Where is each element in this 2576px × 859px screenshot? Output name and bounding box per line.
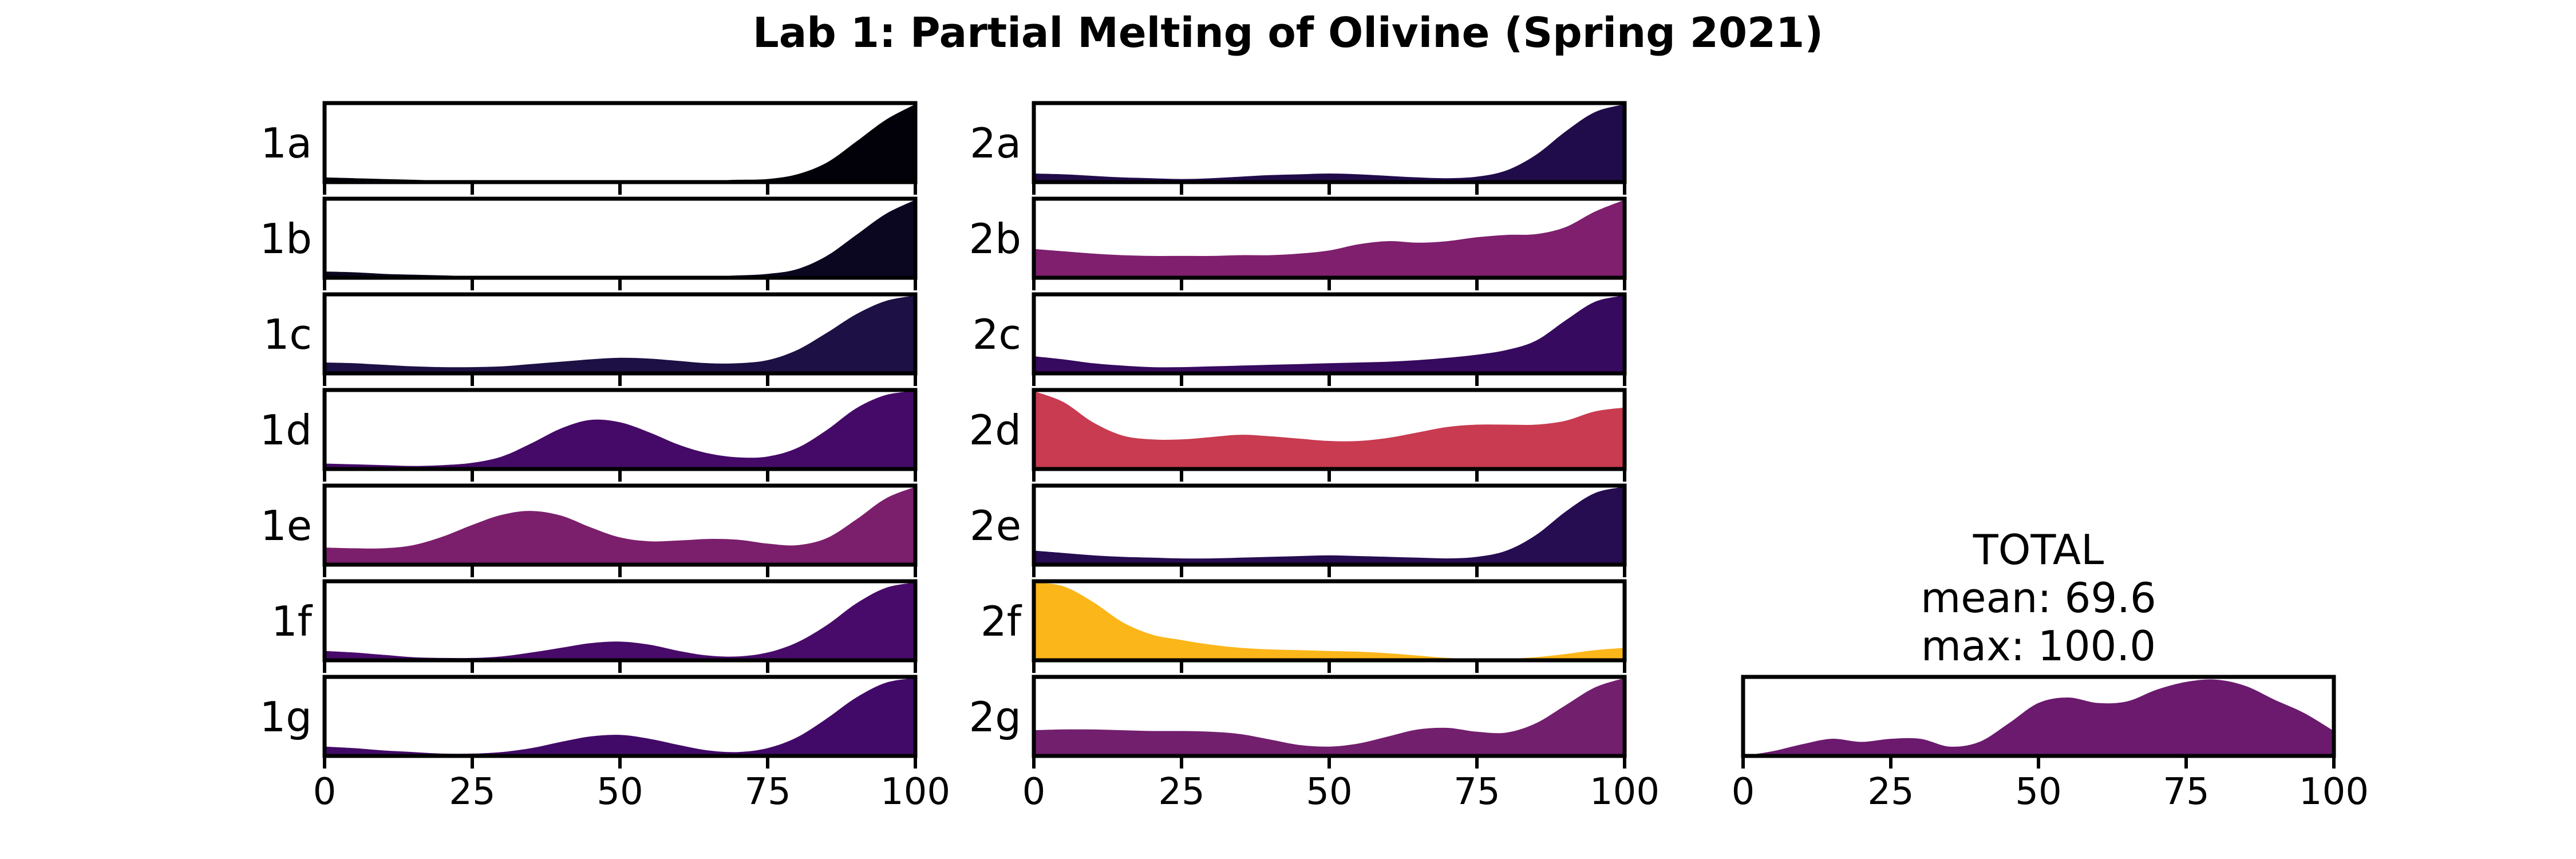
row-label-2a: 2a	[970, 119, 1021, 167]
row-label-1d: 1d	[259, 406, 312, 454]
density-area-2a	[1034, 104, 1625, 182]
x-axis-tick-label: 25	[449, 771, 495, 813]
row-label-2f: 2f	[981, 597, 1022, 645]
ridge-panel-1g: 1g0 25 50 75 100	[259, 675, 950, 813]
row-label-1b: 1b	[259, 215, 312, 263]
row-label-1c: 1c	[263, 310, 312, 358]
ridge-panel-2f: 2f	[981, 579, 1627, 673]
row-label-1e: 1e	[260, 502, 312, 550]
ridge-panel-2b: 2b	[969, 196, 1627, 290]
row-label-2c: 2c	[973, 310, 1021, 358]
total-mean: mean: 69.6	[1921, 574, 2156, 622]
ridge-panel-1c: 1c	[263, 292, 918, 386]
row-label-1f: 1f	[271, 597, 313, 645]
row-label-1g: 1g	[259, 693, 312, 741]
x-axis-tick-label: 50	[1306, 771, 1352, 813]
total-x-axis-tick-label: 0	[1732, 771, 1755, 813]
row-label-1a: 1a	[260, 119, 312, 167]
column-2: 2a 2b 2c 2d 2e 2f 2g0 25 50 75 100	[969, 101, 1660, 813]
total-x-axis-tick-label: 100	[2299, 771, 2369, 813]
x-axis-tick-label: 75	[1453, 771, 1500, 813]
ridge-panel-2a: 2a	[970, 101, 1627, 195]
density-area-2c	[1034, 295, 1625, 373]
density-area-1a	[325, 104, 915, 182]
chart-title: Lab 1: Partial Melting of Olivine (Sprin…	[753, 9, 1823, 57]
ridge-panel-1f: 1f	[271, 579, 918, 673]
density-area-1b	[325, 200, 915, 278]
ridge-panel-1b: 1b	[259, 196, 918, 290]
total-x-axis-tick-label: 75	[2163, 771, 2209, 813]
x-axis-tick-label: 25	[1158, 771, 1204, 813]
ridge-panel-2d: 2d	[969, 388, 1627, 482]
row-label-2e: 2e	[970, 502, 1021, 550]
density-area-2d	[1034, 391, 1625, 469]
x-axis-tick-label: 100	[880, 771, 950, 813]
ridge-panel-2c: 2c	[973, 292, 1627, 386]
density-area-2f	[1034, 582, 1625, 660]
row-label-2b: 2b	[969, 215, 1021, 263]
row-label-2d: 2d	[969, 406, 1021, 454]
column-1: 1a 1b 1c 1d 1e 1f 1g0 25 50 75 100	[259, 101, 950, 813]
x-axis-tick-label: 75	[744, 771, 791, 813]
ridge-panel-1e: 1e	[260, 483, 918, 577]
density-area-2b	[1034, 200, 1625, 278]
ridge-panel-2g: 2g0 25 50 75 100	[969, 675, 1660, 813]
density-area-1e	[325, 487, 915, 565]
density-area-2g	[1034, 678, 1625, 756]
density-area-1d	[325, 391, 915, 469]
x-axis-tick-label: 50	[596, 771, 643, 813]
x-axis-tick-label: 100	[1590, 771, 1660, 813]
x-axis-tick-label: 0	[313, 771, 337, 813]
ridge-panel-1d: 1d	[259, 388, 918, 482]
total-x-axis-tick-label: 25	[1867, 771, 1914, 813]
row-label-2g: 2g	[969, 693, 1021, 741]
total-title: TOTAL	[1973, 526, 2104, 574]
density-area-1g	[325, 678, 915, 756]
density-area-total	[1743, 679, 2334, 756]
total-max: max: 100.0	[1921, 622, 2156, 670]
density-area-1f	[325, 582, 915, 660]
total-x-axis-tick-label: 50	[2015, 771, 2061, 813]
x-axis-tick-label: 0	[1022, 771, 1046, 813]
ridge-panel-2e: 2e	[970, 483, 1627, 577]
density-area-1c	[325, 295, 915, 373]
ridge-panel-1a: 1a	[260, 101, 918, 195]
density-area-2e	[1034, 487, 1625, 565]
